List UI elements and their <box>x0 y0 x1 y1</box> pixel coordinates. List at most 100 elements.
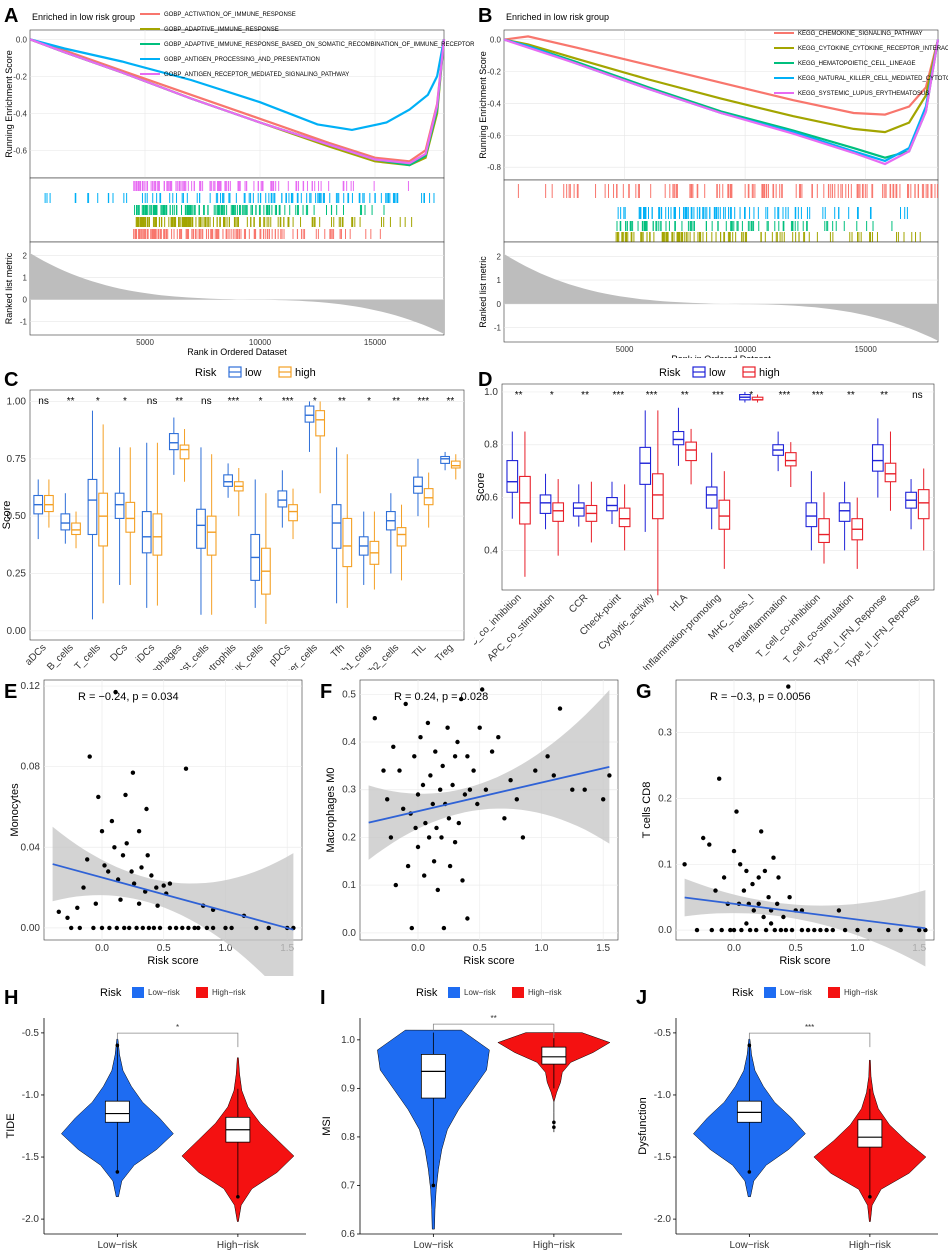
data-point <box>601 797 606 802</box>
confidence-band <box>368 690 610 860</box>
legend-entry: Low−risk <box>464 988 497 997</box>
box-body <box>98 492 109 547</box>
data-point <box>397 768 402 773</box>
x-axis-label: Rank in Ordered Dataset <box>187 347 287 357</box>
box-body <box>506 460 519 493</box>
data-point <box>471 768 476 773</box>
legend-entry: GOBP_ADAPTIVE_IMMUNE_RESPONSE <box>164 27 279 33</box>
box-body <box>541 1046 567 1065</box>
scatter-e: E0.00.51.01.50.000.040.080.12R = −0.24, … <box>4 679 303 976</box>
box-body <box>396 527 407 547</box>
data-point <box>805 927 811 933</box>
data-point <box>434 825 439 831</box>
data-point <box>91 925 96 931</box>
y-tick-label: -2.0 <box>22 1214 40 1225</box>
y-axis-label: Dysfunction <box>637 1097 649 1154</box>
data-point <box>446 816 452 821</box>
data-point <box>134 925 139 931</box>
box-body <box>539 494 552 514</box>
y-tick-label: 0.00 <box>21 923 41 934</box>
significance-label: ** <box>175 396 183 407</box>
legend-entry: GOBP_ANTIGEN_RECEPTOR_MEDIATED_SIGNALING… <box>164 72 349 78</box>
data-point <box>455 739 460 745</box>
data-point <box>452 840 458 845</box>
legend-title: Risk <box>100 987 122 999</box>
data-point <box>154 885 159 890</box>
significance-label: ** <box>581 390 589 401</box>
data-point <box>836 908 842 913</box>
metric-area <box>30 253 444 334</box>
data-point <box>167 925 173 931</box>
data-point <box>151 925 157 931</box>
data-point <box>545 754 550 759</box>
data-point <box>812 927 817 933</box>
es-line-5 <box>29 38 446 165</box>
data-point <box>783 927 789 933</box>
panel-label: G <box>636 681 652 703</box>
y-tick-label: 0.0 <box>658 925 672 936</box>
data-point <box>514 797 519 802</box>
panel-c: C 0.00 0.25 0.50 0.75 1.00 Score Risk low high ns a… <box>0 358 474 670</box>
data-point <box>229 925 234 931</box>
y-tick-label: 0.6 <box>484 493 498 504</box>
scatter-g: G0.00.51.01.50.00.10.20.3R = −0.3, p = 0… <box>636 679 935 967</box>
box-body <box>736 1100 762 1123</box>
x-tick-label: aDCs <box>23 642 48 667</box>
data-point <box>210 925 216 931</box>
y2-tick-label: -1 <box>20 318 28 327</box>
box-body <box>304 405 315 423</box>
box-body <box>917 489 930 520</box>
data-point <box>173 925 179 931</box>
data-point <box>145 853 150 858</box>
box-body <box>168 433 179 451</box>
data-point <box>149 873 154 878</box>
data-point <box>372 716 377 721</box>
data-point <box>385 797 390 802</box>
box-body <box>277 490 288 508</box>
data-point <box>415 792 421 797</box>
data-point <box>109 818 115 824</box>
data-point <box>489 749 495 754</box>
significance-label: * <box>96 396 100 407</box>
outlier-point <box>431 1183 436 1188</box>
data-point <box>570 787 575 792</box>
data-point <box>450 782 455 788</box>
x-tick-label: Low−risk <box>97 1240 138 1251</box>
es-line-5 <box>503 38 940 166</box>
y-tick-label: 0.50 <box>7 511 27 522</box>
data-point <box>713 888 718 893</box>
data-point <box>728 927 733 933</box>
y-tick-label: 0.04 <box>21 842 41 853</box>
data-point <box>462 792 468 797</box>
data-point <box>772 927 777 933</box>
y-tick-label: 0.8 <box>484 440 498 451</box>
data-point <box>409 925 414 931</box>
significance-label: ** <box>515 390 523 401</box>
y-tick-label: -0.6 <box>487 131 501 140</box>
data-point <box>96 794 101 800</box>
panel-label: C <box>4 369 18 391</box>
x-tick-label: 0.0 <box>95 943 109 954</box>
y-tick-label: 0.0 <box>16 35 28 44</box>
data-point <box>99 829 105 834</box>
x-tick-label: 0.0 <box>727 943 741 954</box>
data-point <box>393 882 398 888</box>
legend-entry: KEGG_CYTOKINE_CYTOKINE_RECEPTOR_INTERACT… <box>798 46 948 52</box>
x-tick-label: 10000 <box>734 345 757 354</box>
significance-label: * <box>259 396 263 407</box>
legend-key <box>512 987 524 998</box>
data-point <box>113 689 118 695</box>
y-tick-label: 0.5 <box>342 689 356 700</box>
y-tick-label: 0.0 <box>490 36 502 45</box>
data-point <box>818 927 823 933</box>
outlier-point <box>552 1125 556 1130</box>
data-point <box>186 925 191 931</box>
box-body <box>639 446 652 485</box>
significance-label: *** <box>417 396 429 407</box>
data-point <box>433 749 438 754</box>
panel-g: G0.00.51.01.50.00.10.20.3R = −0.3, p = 0… <box>632 670 948 976</box>
es-axis-label: Running Enrichment Score <box>4 50 14 158</box>
y-tick-label: 0.12 <box>21 681 41 692</box>
data-point <box>69 925 74 931</box>
data-point <box>106 869 111 874</box>
